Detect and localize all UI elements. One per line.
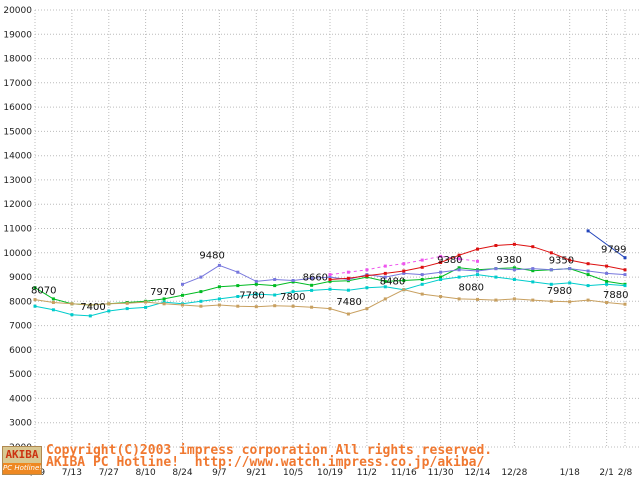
svg-text:9380: 9380 — [437, 255, 462, 266]
svg-text:13000: 13000 — [3, 176, 32, 186]
site-url-text: AKIBA PC Hotline! http://www.watch.impre… — [46, 455, 485, 470]
svg-text:8/24: 8/24 — [172, 468, 192, 478]
svg-text:8/10: 8/10 — [135, 468, 155, 478]
akiba-logo: AKIBA PC Hotline! — [2, 446, 42, 475]
svg-text:8660: 8660 — [303, 272, 328, 283]
footer-bar: AKIBA PC Hotline! Copyright(C)2003 impre… — [0, 443, 640, 480]
svg-text:4000: 4000 — [9, 394, 32, 404]
svg-text:15000: 15000 — [3, 127, 32, 137]
svg-text:1/18: 1/18 — [560, 468, 580, 478]
svg-text:7980: 7980 — [547, 286, 572, 297]
svg-text:18000: 18000 — [3, 55, 32, 65]
svg-text:7/13: 7/13 — [62, 468, 82, 478]
svg-text:20000: 20000 — [3, 6, 32, 16]
akiba-logo-title: AKIBA — [5, 448, 39, 461]
svg-text:9380: 9380 — [496, 255, 521, 266]
svg-text:5000: 5000 — [9, 370, 32, 380]
svg-text:7780: 7780 — [239, 291, 264, 302]
svg-text:17000: 17000 — [3, 79, 32, 89]
svg-text:14000: 14000 — [3, 152, 32, 162]
svg-text:10/19: 10/19 — [317, 468, 343, 478]
svg-text:12/28: 12/28 — [501, 468, 527, 478]
svg-text:7400: 7400 — [80, 302, 105, 313]
svg-text:6000: 6000 — [9, 346, 32, 356]
svg-text:8480: 8480 — [380, 277, 405, 288]
svg-text:8080: 8080 — [459, 282, 484, 293]
svg-text:7/27: 7/27 — [99, 468, 119, 478]
svg-text:9/7: 9/7 — [212, 468, 226, 478]
svg-text:7800: 7800 — [280, 292, 305, 303]
svg-text:3000: 3000 — [9, 419, 32, 429]
svg-text:9/21: 9/21 — [246, 468, 266, 478]
akiba-logo-subtitle: PC Hotline! — [3, 463, 41, 474]
svg-text:9350: 9350 — [549, 256, 574, 267]
svg-text:7000: 7000 — [9, 322, 32, 332]
copyright-text: Copyright(C)2003 impress corporation All… — [46, 443, 493, 458]
svg-text:7970: 7970 — [150, 287, 175, 298]
svg-text:12000: 12000 — [3, 200, 32, 210]
svg-text:19000: 19000 — [3, 30, 32, 40]
svg-text:7880: 7880 — [603, 290, 628, 301]
svg-text:11/30: 11/30 — [428, 468, 454, 478]
svg-text:10000: 10000 — [3, 249, 32, 259]
svg-text:2/8: 2/8 — [618, 468, 633, 478]
svg-text:8000: 8000 — [9, 297, 32, 307]
svg-text:7480: 7480 — [336, 297, 361, 308]
svg-text:9000: 9000 — [9, 273, 32, 283]
svg-text:16000: 16000 — [3, 103, 32, 113]
svg-text:11/2: 11/2 — [357, 468, 377, 478]
svg-text:9799: 9799 — [601, 245, 626, 256]
svg-text:9480: 9480 — [199, 250, 224, 261]
svg-text:11000: 11000 — [3, 225, 32, 235]
svg-text:2/1: 2/1 — [599, 468, 613, 478]
svg-text:11/16: 11/16 — [391, 468, 417, 478]
svg-text:10/5: 10/5 — [283, 468, 303, 478]
svg-text:8070: 8070 — [31, 286, 56, 297]
svg-text:12/14: 12/14 — [465, 468, 491, 478]
